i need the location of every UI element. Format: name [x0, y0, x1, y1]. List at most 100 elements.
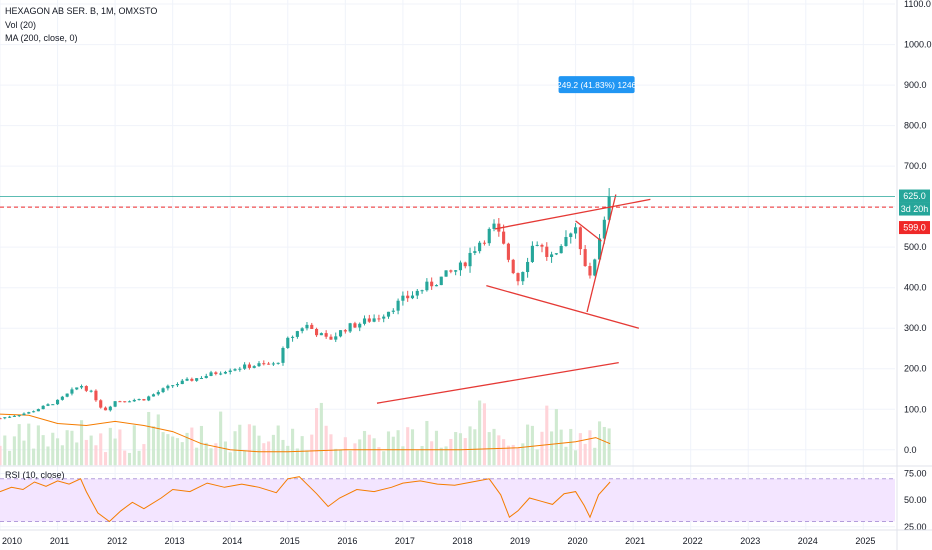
- volume-bar: [310, 434, 314, 466]
- year-label: 2011: [50, 536, 69, 546]
- price-tick-label: 1100.0: [904, 0, 931, 9]
- candle-up: [51, 404, 55, 406]
- candle-up: [252, 366, 256, 368]
- volume-bar: [262, 443, 266, 466]
- candle-up: [574, 227, 578, 234]
- volume-bar: [468, 426, 472, 466]
- volume-bar: [12, 436, 16, 466]
- candle-up: [434, 285, 439, 287]
- candle-down: [247, 364, 251, 368]
- candle-up: [401, 295, 405, 301]
- channel-upper-line: [494, 198, 651, 230]
- wedge-lower-line: [586, 194, 617, 313]
- candle-up: [559, 245, 563, 254]
- candle-down: [118, 401, 122, 403]
- candle-up: [439, 276, 443, 286]
- volume-bar: [583, 443, 587, 466]
- candle-down: [367, 318, 371, 322]
- reference-price-badge: [899, 221, 930, 235]
- volume-bar: [521, 443, 525, 466]
- candle-up: [305, 324, 309, 329]
- candle-down: [84, 386, 88, 391]
- candle-up: [127, 401, 132, 403]
- candle-down: [578, 227, 582, 250]
- volume-bar: [161, 432, 165, 466]
- ma-legend: MA (200, close, 0): [5, 33, 78, 43]
- volume-bar: [358, 439, 362, 466]
- volume-bar: [554, 409, 558, 466]
- candle-down: [506, 243, 510, 260]
- volume-bar: [84, 439, 88, 466]
- volume-bar: [391, 436, 395, 466]
- candle-down: [214, 372, 218, 374]
- candle-up: [382, 316, 386, 319]
- volume-bar: [502, 439, 506, 466]
- candle-down: [190, 378, 194, 381]
- rsi-legend: RSI (10, close): [5, 470, 65, 480]
- candle-up: [175, 384, 180, 386]
- price-tick-label: 800.0: [904, 121, 927, 131]
- volume-bar: [559, 429, 563, 466]
- volume-bar: [564, 446, 568, 466]
- volume-bar: [175, 438, 180, 466]
- volume-bar: [396, 430, 400, 466]
- year-label: 2013: [165, 536, 185, 546]
- current-price-badge-text: 625.0: [903, 191, 926, 201]
- volume-bar: [233, 431, 237, 466]
- price-tick-label: 500.0: [904, 242, 927, 252]
- volume-bar: [286, 445, 290, 466]
- volume-bar: [401, 446, 405, 466]
- candle-up: [75, 387, 79, 390]
- candle-up: [420, 290, 424, 292]
- candle-up: [32, 411, 36, 413]
- candle-up: [219, 373, 223, 375]
- year-label: 2025: [855, 536, 875, 546]
- candle-up: [319, 333, 323, 336]
- candle-up: [8, 416, 12, 418]
- volume-bar: [27, 423, 31, 466]
- candle-up: [137, 399, 141, 401]
- candle-up: [204, 375, 208, 379]
- volume-bar: [372, 438, 376, 466]
- candle-up: [233, 369, 237, 371]
- candle-up: [478, 242, 482, 252]
- candle-up: [396, 300, 400, 311]
- candle-up: [65, 393, 69, 397]
- trend-drawings: [376, 194, 651, 404]
- candle-down: [267, 363, 271, 365]
- candle-down: [329, 336, 333, 340]
- candle-up: [602, 219, 606, 239]
- candle-down: [583, 249, 587, 267]
- candle-up: [487, 228, 491, 244]
- reference-price-badge-text: 599.0: [903, 223, 926, 233]
- candle-down: [588, 266, 592, 276]
- price-tick-label: 900.0: [904, 80, 927, 90]
- year-label: 2017: [395, 536, 415, 546]
- candle-up: [281, 347, 285, 363]
- volume-bar: [127, 452, 132, 466]
- volume-bar: [190, 427, 194, 466]
- rsi-band: [0, 478, 895, 522]
- volume-bar: [454, 432, 458, 466]
- volume-bar: [142, 444, 146, 466]
- price-tick-label: 200.0: [904, 364, 927, 374]
- candle-down: [511, 259, 515, 274]
- candle-up: [166, 385, 170, 389]
- volume-bar: [300, 436, 304, 466]
- candle-up: [607, 196, 611, 220]
- candle-up: [372, 318, 376, 322]
- volume-bar: [415, 450, 419, 466]
- price-tick-label: 700.0: [904, 161, 927, 171]
- candle-down: [502, 231, 506, 244]
- volume-bar: [353, 443, 357, 466]
- volume-bar: [530, 425, 534, 466]
- volume-bar: [36, 425, 40, 466]
- volume-bar: [60, 445, 64, 466]
- volume-bar: [295, 448, 299, 466]
- candle-up: [17, 415, 21, 417]
- candle-up: [410, 295, 415, 299]
- volume-bar: [103, 452, 108, 466]
- volume-bar: [123, 450, 127, 466]
- volume-legend: Vol (20): [5, 20, 37, 30]
